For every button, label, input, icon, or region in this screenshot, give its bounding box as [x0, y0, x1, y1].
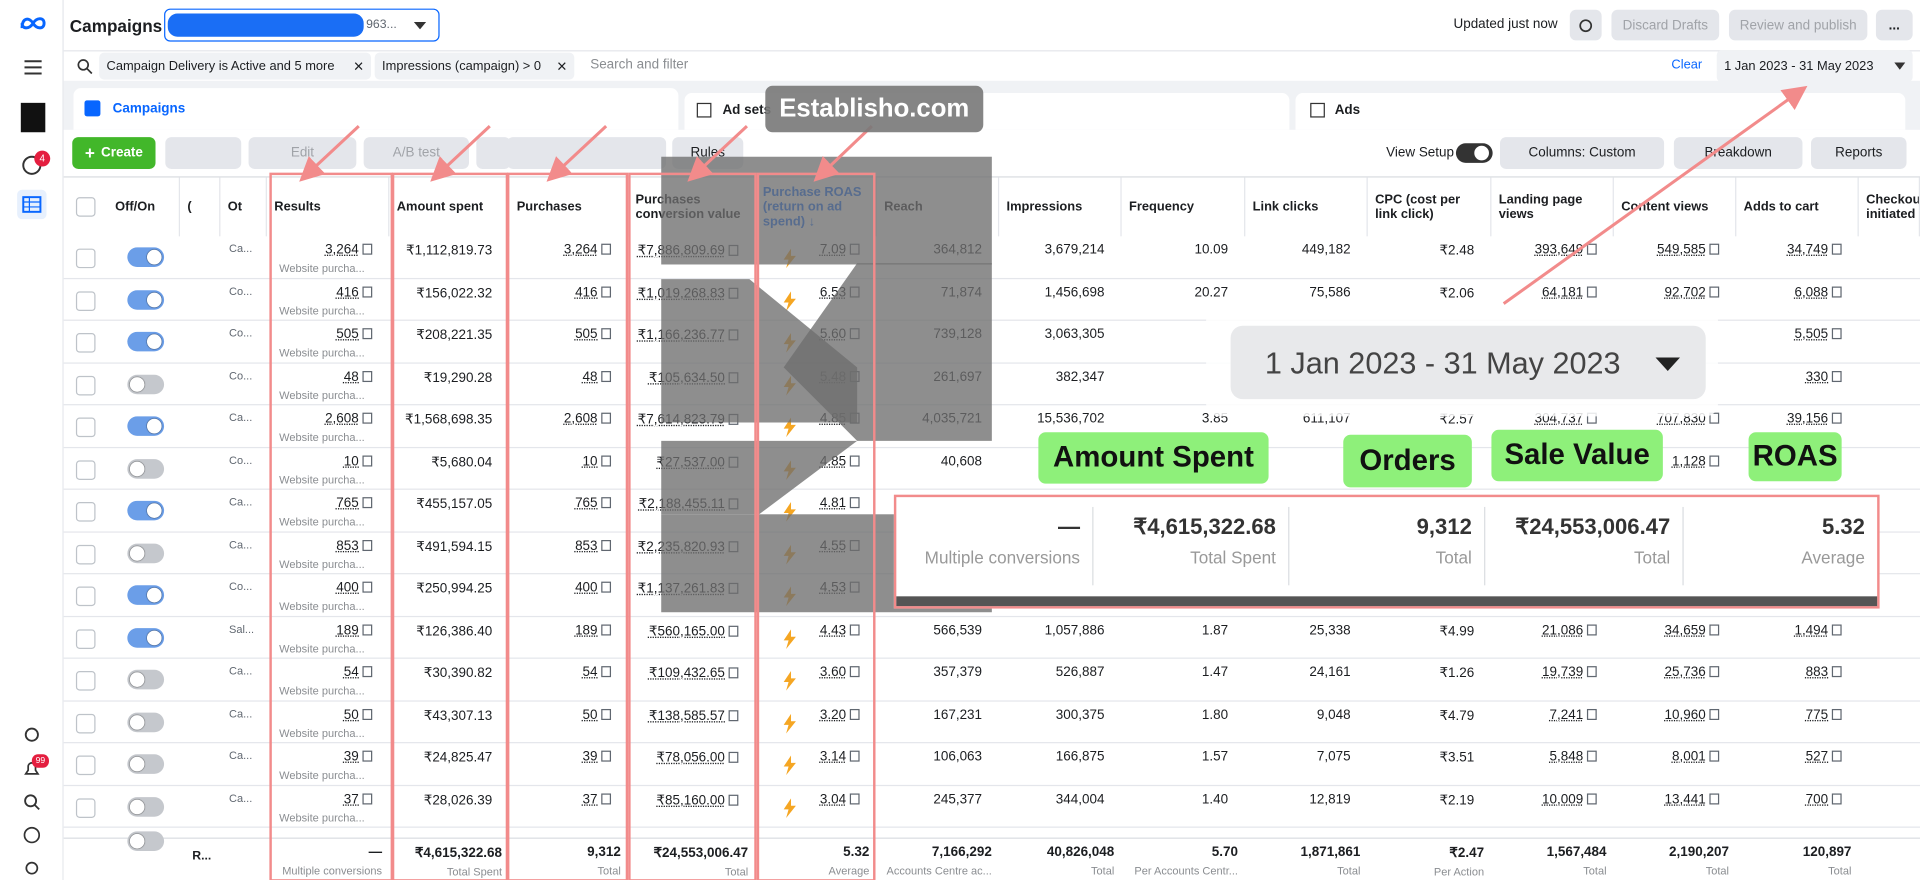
- highlight-box: [508, 174, 627, 880]
- zoomed-total-value: —: [896, 514, 1080, 540]
- caret: [1656, 358, 1680, 373]
- arrow: [435, 126, 490, 177]
- zoomed-total-note: Total: [1487, 547, 1671, 567]
- zoomed-total-cell: ₹24,553,006.47 Total: [1487, 507, 1684, 585]
- zoomed-total-cell: — Multiple conversions: [896, 507, 1093, 585]
- zoomed-total-note: Total Spent: [1092, 547, 1276, 567]
- zoomed-total-value: 5.32: [1684, 514, 1865, 540]
- zoomed-total-value: 9,312: [1288, 514, 1472, 540]
- zoomed-date-text: 1 Jan 2023 - 31 May 2023: [1265, 347, 1621, 383]
- zoomed-total-cell: ₹4,615,322.68 Total Spent: [1092, 507, 1289, 585]
- watermark-label: Establisho.com: [765, 86, 983, 133]
- zoomed-total-cell: 9,312 Total: [1288, 507, 1485, 585]
- zoomed-totals: — Multiple conversions ₹4,615,322.68 Total …: [894, 495, 1880, 609]
- highlight-box: [271, 174, 392, 880]
- zoomed-total-note: Multiple conversions: [896, 547, 1080, 567]
- callout-label: Orders: [1343, 435, 1472, 488]
- highlight-box: [393, 174, 507, 880]
- zoomed-total-value: ₹4,615,322.68: [1092, 514, 1276, 540]
- zoomed-total-note: Total: [1288, 547, 1472, 567]
- zoomed-date-picker: 1 Jan 2023 - 31 May 2023: [1206, 306, 1718, 416]
- arrow: [551, 126, 606, 177]
- callout-label: Amount Spent: [1038, 432, 1268, 483]
- arrow: [304, 126, 359, 177]
- scrollbar: [896, 596, 1877, 606]
- zoomed-total-note: Average: [1684, 547, 1865, 567]
- zoomed-total-value: ₹24,553,006.47: [1487, 514, 1671, 540]
- callout-label: ROAS: [1749, 432, 1842, 481]
- zoomed-total-cell: 5.32 Average: [1684, 507, 1877, 585]
- arrow: [1504, 89, 1803, 303]
- callout-label: Sale Value: [1491, 430, 1662, 481]
